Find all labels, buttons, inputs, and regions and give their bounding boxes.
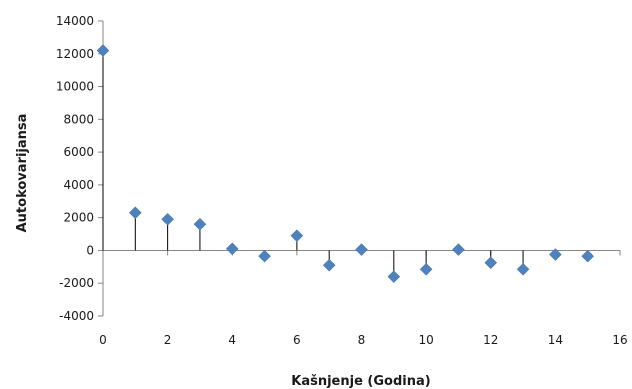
y-tick-label: 10000 [56, 80, 94, 94]
y-tick-label: 12000 [56, 47, 94, 61]
x-tick-label: 14 [548, 333, 563, 347]
data-point [258, 249, 271, 263]
data-point [484, 256, 498, 270]
data-point [96, 44, 110, 57]
data-point [549, 248, 562, 261]
y-tick-label: 8000 [63, 112, 94, 126]
y-axis-title-group: Autokovarijansa [15, 114, 30, 233]
data-point [581, 249, 595, 263]
data-point [322, 258, 336, 272]
y-tick-label: 4000 [63, 178, 94, 192]
data-point [516, 262, 530, 276]
x-axis-title: Kašnjenje (Godina) [291, 374, 430, 389]
x-tick-label: 2 [164, 333, 172, 347]
data-point [355, 243, 368, 256]
x-tick-label: 8 [358, 333, 366, 347]
data-point [225, 242, 239, 256]
x-tick-label: 0 [99, 333, 107, 347]
y-tick-label: 0 [86, 243, 94, 257]
y-tick-label: 2000 [63, 211, 94, 225]
x-tick-label: 12 [483, 333, 498, 347]
y-tick-label: -4000 [59, 309, 94, 323]
x-tick-label: 16 [612, 333, 627, 347]
data-point [128, 206, 142, 220]
data-point [419, 262, 433, 276]
y-axis-title: Autokovarijansa [15, 114, 30, 233]
data-point [452, 243, 465, 256]
data-point [193, 217, 207, 231]
x-tick-label: 10 [418, 333, 433, 347]
y-tick-label: -2000 [59, 276, 94, 290]
data-point [161, 212, 174, 226]
data-point [387, 270, 401, 284]
y-tick-label: 6000 [63, 145, 94, 159]
data-point [290, 229, 304, 243]
y-tick-label: 14000 [56, 14, 94, 28]
x-tick-label: 4 [228, 333, 236, 347]
plot-area: -4000-2000020004000600080001000012000140… [56, 14, 628, 347]
x-tick-label: 6 [293, 333, 301, 347]
